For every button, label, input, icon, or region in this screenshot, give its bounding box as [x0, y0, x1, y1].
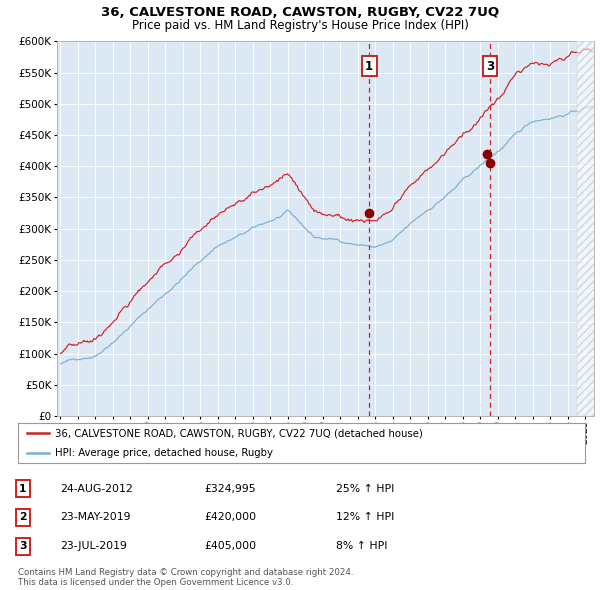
- Text: 36, CALVESTONE ROAD, CAWSTON, RUGBY, CV22 7UQ (detached house): 36, CALVESTONE ROAD, CAWSTON, RUGBY, CV2…: [55, 428, 423, 438]
- Text: 3: 3: [486, 60, 494, 73]
- Text: HPI: Average price, detached house, Rugby: HPI: Average price, detached house, Rugb…: [55, 448, 273, 458]
- Text: 24-AUG-2012: 24-AUG-2012: [60, 484, 133, 493]
- Text: 23-MAY-2019: 23-MAY-2019: [60, 513, 131, 522]
- Text: Contains HM Land Registry data © Crown copyright and database right 2024.
This d: Contains HM Land Registry data © Crown c…: [18, 568, 353, 587]
- Text: £405,000: £405,000: [204, 542, 256, 551]
- Text: Price paid vs. HM Land Registry's House Price Index (HPI): Price paid vs. HM Land Registry's House …: [131, 19, 469, 32]
- Text: 36, CALVESTONE ROAD, CAWSTON, RUGBY, CV22 7UQ: 36, CALVESTONE ROAD, CAWSTON, RUGBY, CV2…: [101, 6, 499, 19]
- Text: 8% ↑ HPI: 8% ↑ HPI: [336, 542, 388, 551]
- Text: 2: 2: [19, 513, 26, 522]
- Text: 23-JUL-2019: 23-JUL-2019: [60, 542, 127, 551]
- Text: 25% ↑ HPI: 25% ↑ HPI: [336, 484, 394, 493]
- Text: £324,995: £324,995: [204, 484, 256, 493]
- Text: 12% ↑ HPI: 12% ↑ HPI: [336, 513, 394, 522]
- Bar: [577, 10, 600, 416]
- Text: 1: 1: [19, 484, 26, 493]
- Text: £420,000: £420,000: [204, 513, 256, 522]
- Text: 3: 3: [19, 542, 26, 551]
- Text: 1: 1: [365, 60, 373, 73]
